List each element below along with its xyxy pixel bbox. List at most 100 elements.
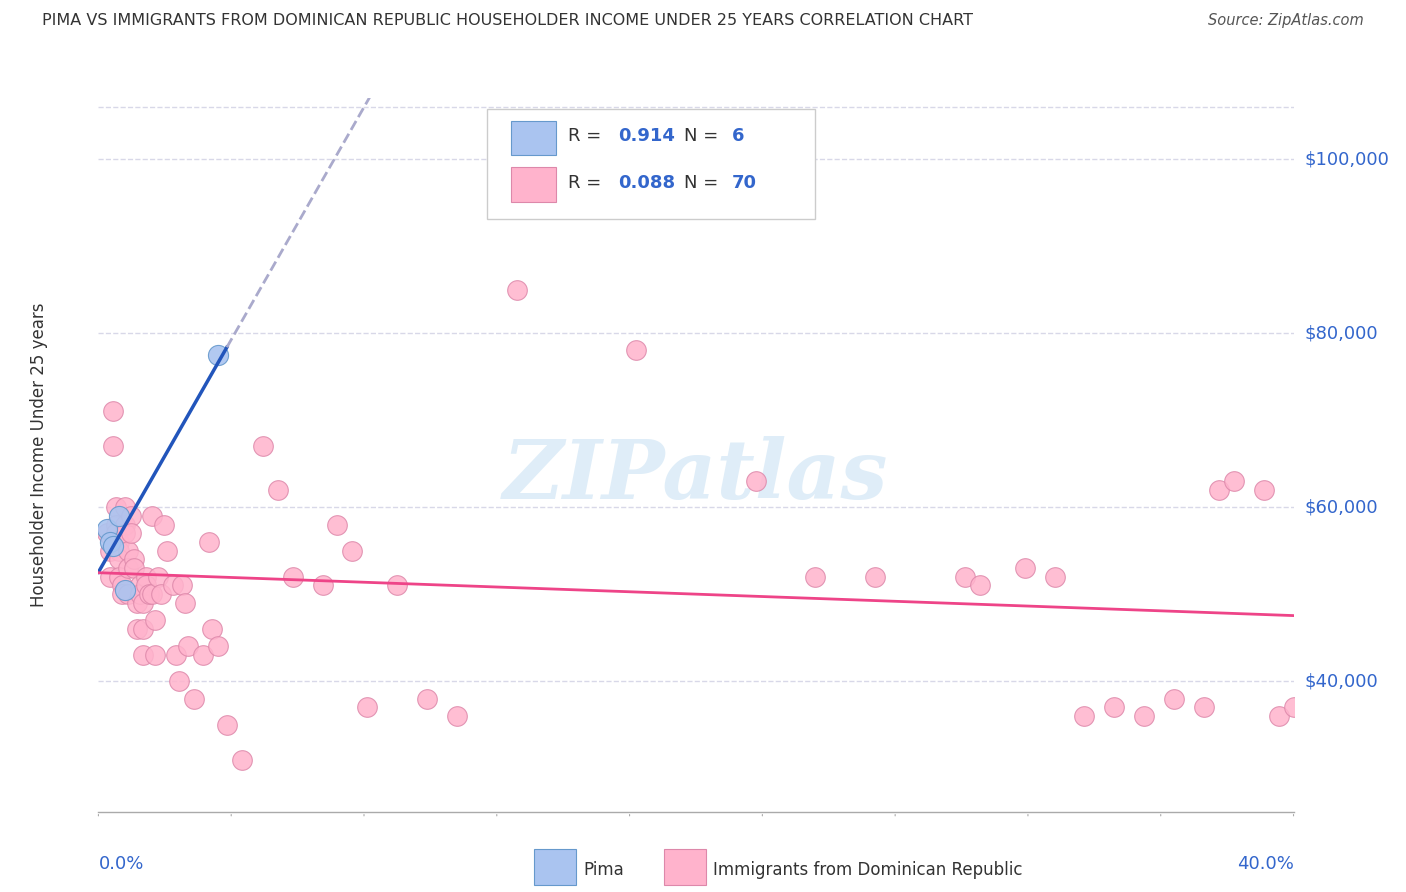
- Point: [267, 483, 290, 497]
- Point: [745, 474, 768, 488]
- Point: [105, 500, 128, 515]
- Point: [446, 709, 468, 723]
- Point: [96, 522, 118, 536]
- Point: [1282, 700, 1305, 714]
- Point: [124, 552, 146, 566]
- Point: [416, 691, 439, 706]
- Point: [129, 587, 152, 601]
- Point: [108, 570, 131, 584]
- Text: $80,000: $80,000: [1305, 324, 1378, 343]
- Point: [1133, 709, 1156, 723]
- FancyBboxPatch shape: [510, 168, 557, 202]
- Point: [132, 622, 155, 636]
- Point: [207, 640, 229, 654]
- Point: [231, 752, 253, 766]
- Text: Householder Income Under 25 years: Householder Income Under 25 years: [30, 302, 48, 607]
- Point: [207, 348, 229, 362]
- Point: [143, 613, 166, 627]
- Point: [98, 570, 122, 584]
- Point: [252, 439, 274, 453]
- Point: [117, 561, 139, 575]
- Text: $100,000: $100,000: [1305, 150, 1389, 168]
- Point: [135, 570, 157, 584]
- Point: [124, 561, 146, 575]
- Point: [1014, 561, 1036, 575]
- Point: [198, 535, 221, 549]
- Point: [141, 587, 163, 601]
- Point: [162, 578, 184, 592]
- Text: 40.0%: 40.0%: [1237, 855, 1294, 872]
- Point: [98, 543, 122, 558]
- Point: [953, 570, 976, 584]
- Text: $40,000: $40,000: [1305, 673, 1378, 690]
- Point: [201, 622, 224, 636]
- Text: Pima: Pima: [583, 861, 624, 879]
- Point: [114, 526, 136, 541]
- Text: Source: ZipAtlas.com: Source: ZipAtlas.com: [1208, 13, 1364, 29]
- Point: [129, 578, 152, 592]
- Point: [98, 535, 122, 549]
- Point: [167, 674, 190, 689]
- Point: [117, 587, 139, 601]
- Text: N =: N =: [685, 175, 724, 193]
- Point: [1208, 483, 1230, 497]
- Point: [215, 717, 238, 731]
- Point: [127, 596, 149, 610]
- Text: $60,000: $60,000: [1305, 498, 1378, 516]
- Point: [385, 578, 409, 592]
- Text: ZIPatlas: ZIPatlas: [503, 436, 889, 516]
- Point: [103, 404, 125, 418]
- Point: [135, 578, 157, 592]
- Point: [1104, 700, 1126, 714]
- Point: [108, 508, 131, 523]
- Point: [326, 517, 349, 532]
- Point: [103, 539, 125, 553]
- Point: [1163, 691, 1185, 706]
- Point: [1192, 700, 1215, 714]
- Point: [165, 648, 187, 662]
- Text: 6: 6: [733, 127, 744, 145]
- Point: [108, 543, 131, 558]
- Text: Immigrants from Dominican Republic: Immigrants from Dominican Republic: [713, 861, 1022, 879]
- Point: [111, 587, 134, 601]
- Point: [624, 343, 647, 358]
- Point: [506, 283, 529, 297]
- Point: [108, 535, 131, 549]
- Point: [127, 622, 149, 636]
- Point: [969, 578, 991, 592]
- Point: [105, 526, 128, 541]
- Point: [156, 543, 179, 558]
- Point: [108, 552, 131, 566]
- Point: [148, 570, 170, 584]
- Text: PIMA VS IMMIGRANTS FROM DOMINICAN REPUBLIC HOUSEHOLDER INCOME UNDER 25 YEARS COR: PIMA VS IMMIGRANTS FROM DOMINICAN REPUBL…: [42, 13, 973, 29]
- Text: 0.914: 0.914: [619, 127, 675, 145]
- Point: [1073, 709, 1095, 723]
- Point: [1253, 483, 1275, 497]
- Text: 0.0%: 0.0%: [98, 855, 143, 872]
- Point: [311, 578, 333, 592]
- Point: [865, 570, 887, 584]
- Point: [172, 578, 194, 592]
- FancyBboxPatch shape: [510, 121, 557, 155]
- Point: [342, 543, 364, 558]
- Point: [356, 700, 378, 714]
- Point: [96, 526, 118, 541]
- Point: [132, 596, 155, 610]
- Point: [105, 517, 128, 532]
- Point: [150, 587, 173, 601]
- Point: [1267, 709, 1289, 723]
- Point: [138, 587, 160, 601]
- Text: R =: R =: [568, 175, 607, 193]
- Point: [114, 582, 136, 597]
- Point: [141, 508, 163, 523]
- Point: [114, 517, 136, 532]
- Point: [1043, 570, 1066, 584]
- Point: [143, 648, 166, 662]
- Text: 70: 70: [733, 175, 756, 193]
- Point: [114, 500, 136, 515]
- Point: [111, 578, 134, 592]
- Point: [183, 691, 205, 706]
- Point: [804, 570, 827, 584]
- Point: [117, 543, 139, 558]
- Point: [120, 526, 142, 541]
